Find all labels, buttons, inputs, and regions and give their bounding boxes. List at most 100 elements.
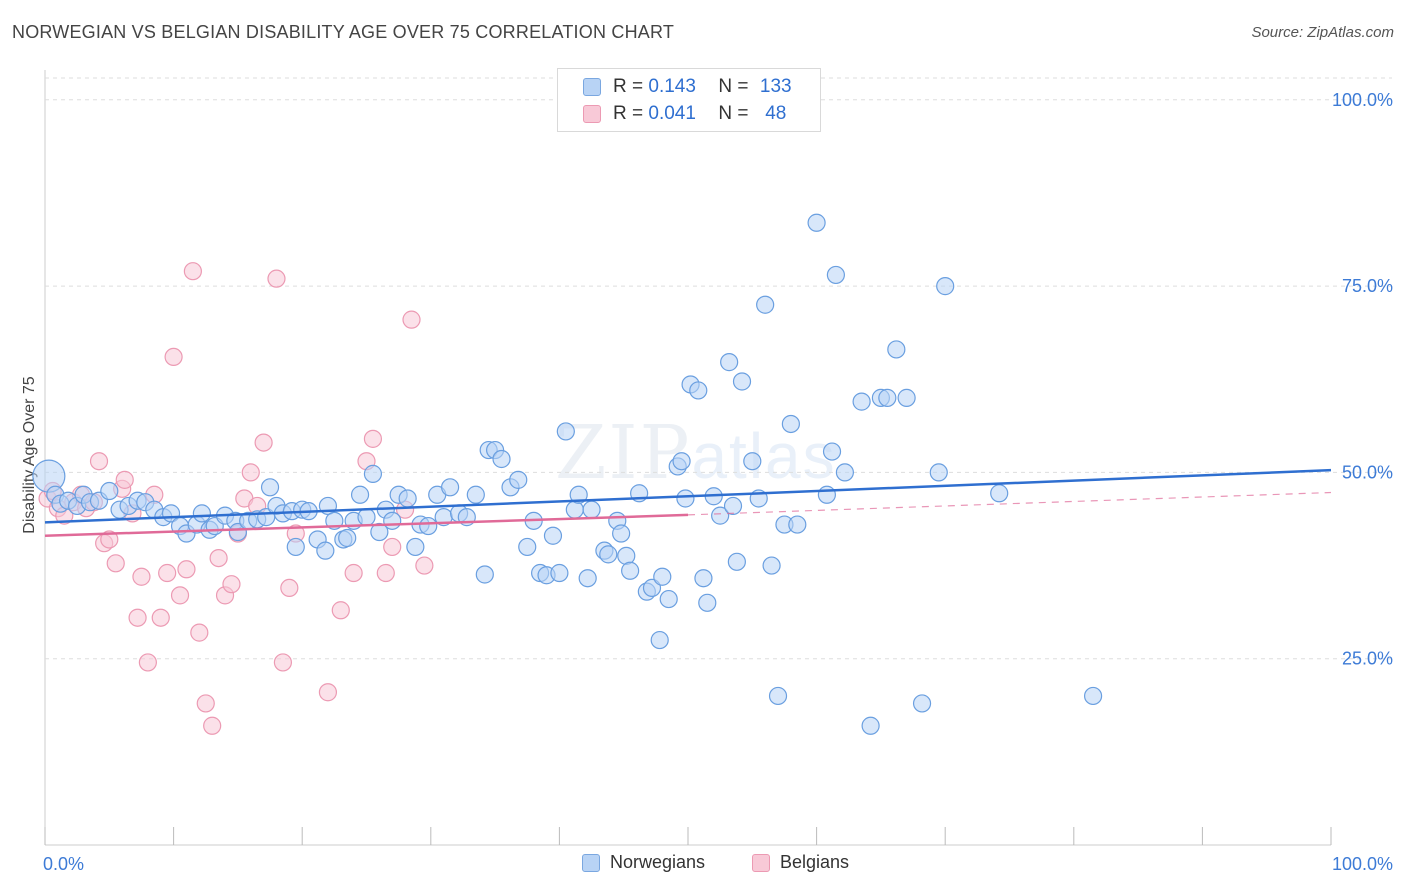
norwegian-point [440, 478, 460, 497]
belgian-point [415, 556, 434, 575]
watermark-zip: ZIP [555, 410, 692, 496]
x-tick-label: 0.0% [43, 854, 84, 874]
norwegian-point [897, 388, 916, 407]
n-label: N = [718, 76, 749, 97]
norwegian-point [672, 452, 691, 471]
stats-legend: R = 0.143 N = 133 R = 0.041 N = 48 [557, 68, 821, 132]
belgian-point [196, 694, 215, 713]
belgian-point [151, 608, 170, 627]
belgian-point [164, 347, 183, 366]
norwegians-trend-line [44, 468, 1332, 524]
belgian-point [273, 653, 293, 672]
norwegian-point [732, 372, 752, 391]
stats-row-norwegians: R = 0.143 N = 133 [583, 75, 798, 99]
series-legend: Norwegians Belgians [0, 852, 1406, 878]
belgian-point [267, 269, 286, 288]
norwegian-point [990, 484, 1009, 503]
belgian-point [100, 530, 119, 549]
norwegian-point [100, 481, 119, 501]
norwegian-point [689, 381, 708, 400]
norwegian-point [727, 552, 746, 571]
norwegian-point [807, 213, 826, 232]
norwegian-point [599, 545, 618, 564]
norwegian-point [228, 522, 247, 542]
norwegian-point [286, 537, 305, 557]
r-label: R = [613, 76, 644, 97]
belgian-point [203, 716, 222, 735]
stats-row-belgians: R = 0.041 N = 48 [583, 102, 798, 126]
norwegian-point [887, 340, 906, 359]
norwegian-point [543, 526, 563, 545]
norwegian-point [370, 522, 389, 542]
norwegian-point [861, 716, 880, 735]
norwegian-point [826, 265, 845, 285]
norwegian-point [676, 489, 695, 508]
norwegian-point [642, 578, 662, 598]
y-tick-label: 75.0% [1342, 276, 1393, 296]
norwegian-point [694, 569, 713, 588]
belgian-point [376, 563, 395, 583]
norwegian-point [936, 277, 955, 296]
norwegian-point [466, 485, 485, 504]
belgian-point [402, 310, 421, 329]
norwegian-point [762, 556, 781, 575]
norwegian-point [565, 500, 584, 519]
norwegian-point [357, 508, 376, 527]
belgian-point [190, 623, 209, 642]
norwegian-point [550, 563, 569, 583]
legend-item-norwegians[interactable]: Norwegians [582, 852, 705, 873]
belgian-point [331, 601, 350, 620]
belgian-point [383, 537, 402, 557]
belgians-trend-extension [687, 491, 1332, 516]
r-value: 0.143 [648, 76, 696, 97]
norwegian-point [617, 546, 636, 565]
belgian-point [106, 554, 125, 573]
belgian-point [115, 470, 134, 489]
norwegian-point [578, 569, 597, 588]
belgian-point [344, 563, 363, 583]
belgian-point [158, 563, 177, 583]
norwegian-point [621, 561, 640, 580]
norwegian-point [650, 630, 669, 650]
norwegian-point [659, 589, 678, 609]
watermark-atlas: atlas [691, 420, 837, 492]
norwegian-point [569, 485, 588, 504]
norwegian-point [756, 295, 775, 314]
belgian-point [128, 608, 147, 627]
norwegian-point [743, 452, 762, 471]
norwegian-point [406, 537, 425, 557]
norwegians-legend-swatch [582, 853, 600, 872]
norwegian-point [556, 422, 575, 441]
norwegian-point [929, 463, 948, 482]
norwegian-point [582, 500, 601, 519]
belgian-point [209, 549, 228, 568]
belgians-trend-line [44, 513, 689, 537]
norwegian-point [852, 392, 871, 411]
y-tick-label: 100.0% [1332, 90, 1393, 110]
watermark: ZIPatlas [555, 410, 837, 496]
norwegian-point [653, 567, 672, 586]
belgian-point [363, 429, 383, 448]
norwegian-point [612, 524, 631, 543]
norwegian-point [398, 489, 417, 508]
norwegian-point [1083, 686, 1103, 706]
norwegian-point [720, 353, 739, 372]
n-value: 48 [765, 103, 787, 124]
norwegian-point [788, 515, 807, 534]
belgian-point [89, 452, 109, 471]
belgian-point [318, 683, 338, 702]
norwegian-point [338, 528, 357, 548]
chart-title: NORWEGIAN VS BELGIAN DISABILITY AGE OVER… [12, 22, 675, 42]
belgian-point [254, 433, 273, 452]
legend-item-belgians[interactable]: Belgians [752, 852, 849, 873]
n-label: N = [718, 103, 749, 124]
norwegian-point [912, 694, 932, 713]
norwegians-swatch [583, 78, 601, 96]
norwegian-point [260, 478, 280, 497]
norwegian-point [835, 463, 854, 482]
norwegian-point [509, 470, 528, 489]
belgian-point [170, 586, 190, 605]
norwegian-point [475, 565, 494, 584]
norwegian-point [768, 686, 788, 706]
norwegian-point [711, 506, 730, 525]
